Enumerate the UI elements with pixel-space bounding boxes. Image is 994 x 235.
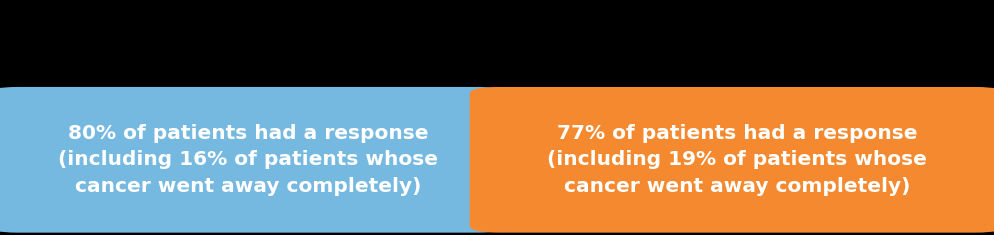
FancyBboxPatch shape: [0, 87, 507, 233]
Text: 80% of patients had a response
(including 16% of patients whose
cancer went away: 80% of patients had a response (includin…: [58, 124, 437, 196]
FancyBboxPatch shape: [469, 87, 994, 233]
Text: 77% of patients had a response
(including 19% of patients whose
cancer went away: 77% of patients had a response (includin…: [547, 124, 926, 196]
